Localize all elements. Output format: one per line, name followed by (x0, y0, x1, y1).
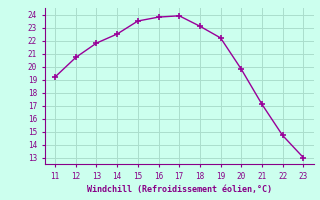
X-axis label: Windchill (Refroidissement éolien,°C): Windchill (Refroidissement éolien,°C) (87, 185, 272, 194)
